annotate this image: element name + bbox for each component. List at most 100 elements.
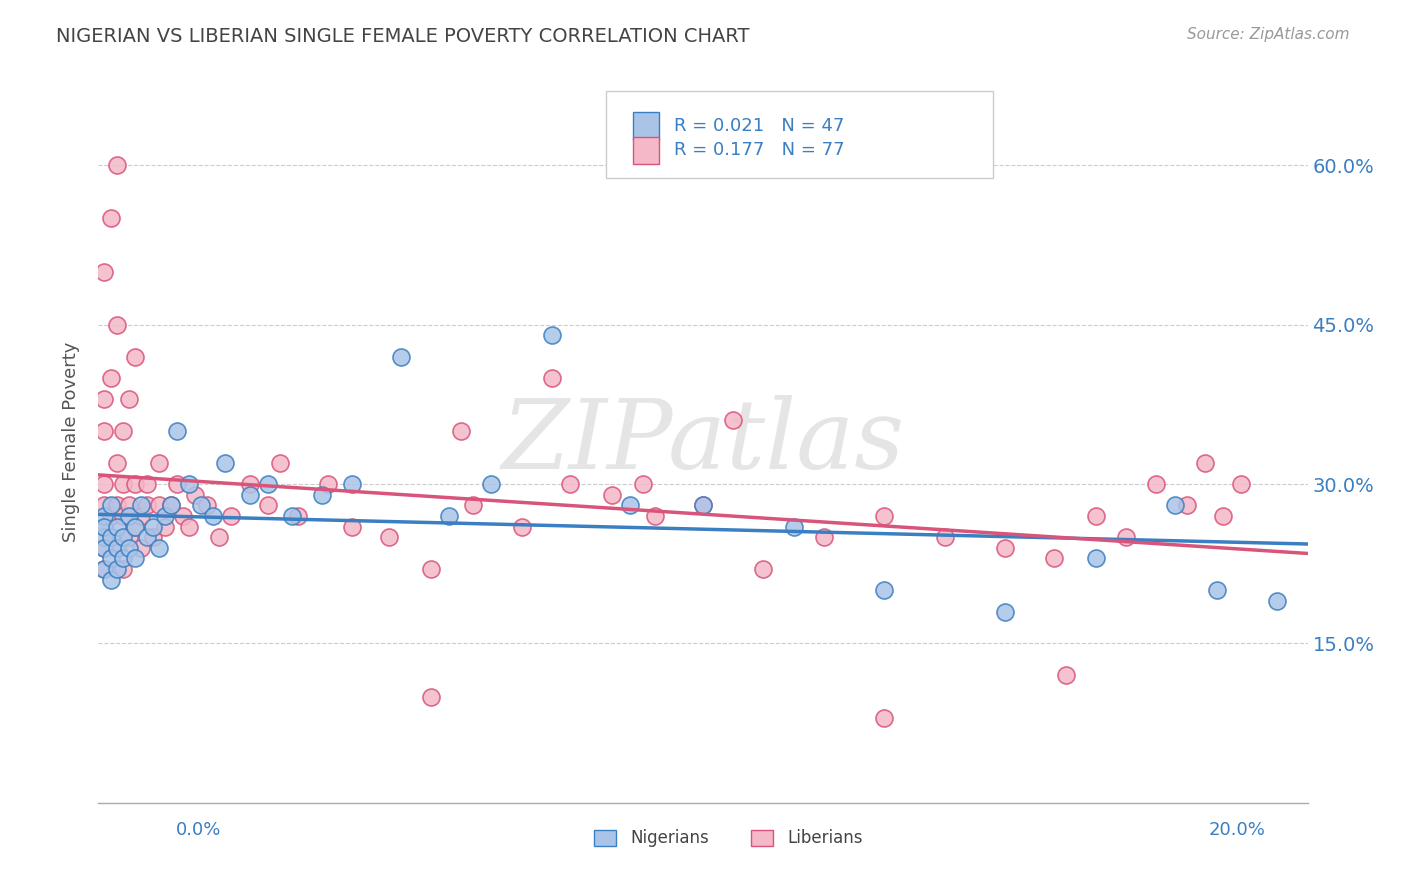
- Point: [752, 562, 775, 576]
- Point: [1230, 477, 1253, 491]
- Point: [93, 392, 115, 406]
- Point: [100, 211, 122, 226]
- Point: [692, 498, 714, 512]
- Point: [93, 424, 115, 438]
- Point: [111, 562, 134, 576]
- Point: [342, 477, 364, 491]
- Point: [1085, 508, 1108, 523]
- Point: [148, 541, 170, 555]
- Point: [148, 456, 170, 470]
- Point: [135, 477, 157, 491]
- Point: [1085, 551, 1108, 566]
- Point: [1267, 594, 1289, 608]
- Point: [93, 264, 115, 278]
- Y-axis label: Single Female Poverty: Single Female Poverty: [62, 342, 80, 541]
- Point: [160, 498, 183, 512]
- Point: [100, 498, 122, 512]
- Point: [287, 508, 309, 523]
- Point: [342, 519, 364, 533]
- Point: [93, 519, 115, 533]
- Point: [179, 477, 201, 491]
- Point: [631, 477, 654, 491]
- Point: [389, 350, 412, 364]
- Point: [195, 498, 218, 512]
- Point: [239, 488, 262, 502]
- Point: [105, 519, 128, 533]
- Point: [105, 562, 128, 576]
- Point: [256, 477, 278, 491]
- Text: Liberians: Liberians: [787, 830, 863, 847]
- Point: [1144, 477, 1167, 491]
- Point: [692, 498, 714, 512]
- Point: [111, 551, 134, 566]
- Point: [873, 508, 896, 523]
- Point: [124, 519, 146, 533]
- Point: [558, 477, 581, 491]
- Point: [723, 413, 745, 427]
- Point: [118, 392, 141, 406]
- Text: R = 0.177   N = 77: R = 0.177 N = 77: [673, 141, 845, 160]
- Point: [179, 519, 201, 533]
- Point: [256, 498, 278, 512]
- Point: [311, 488, 333, 502]
- Point: [93, 477, 115, 491]
- Point: [602, 488, 624, 502]
- Point: [105, 158, 128, 172]
- Bar: [633, 112, 659, 139]
- Point: [100, 371, 122, 385]
- Text: R = 0.021   N = 47: R = 0.021 N = 47: [673, 117, 845, 135]
- Point: [93, 541, 115, 555]
- Point: [111, 530, 134, 544]
- Point: [172, 508, 194, 523]
- Point: [124, 551, 146, 566]
- Point: [100, 551, 122, 566]
- Point: [934, 530, 956, 544]
- Point: [160, 498, 183, 512]
- Text: Source: ZipAtlas.com: Source: ZipAtlas.com: [1187, 27, 1350, 42]
- Point: [873, 583, 896, 598]
- Point: [1212, 508, 1234, 523]
- Point: [111, 508, 134, 523]
- Point: [1054, 668, 1077, 682]
- Point: [208, 530, 231, 544]
- Point: [873, 711, 896, 725]
- Point: [1175, 498, 1198, 512]
- Point: [111, 424, 134, 438]
- Point: [129, 541, 152, 555]
- Text: ZIPatlas: ZIPatlas: [502, 394, 904, 489]
- Point: [1194, 456, 1216, 470]
- Text: NIGERIAN VS LIBERIAN SINGLE FEMALE POVERTY CORRELATION CHART: NIGERIAN VS LIBERIAN SINGLE FEMALE POVER…: [56, 27, 749, 45]
- Text: Nigerians: Nigerians: [630, 830, 709, 847]
- Point: [148, 498, 170, 512]
- Point: [437, 508, 460, 523]
- Point: [813, 530, 835, 544]
- Point: [1042, 551, 1064, 566]
- Point: [118, 530, 141, 544]
- Point: [463, 498, 485, 512]
- Point: [93, 498, 115, 512]
- Point: [783, 519, 806, 533]
- Point: [153, 508, 176, 523]
- Point: [239, 477, 262, 491]
- Point: [111, 477, 134, 491]
- Point: [142, 530, 165, 544]
- Point: [105, 498, 128, 512]
- Point: [93, 562, 115, 576]
- Point: [281, 508, 304, 523]
- Point: [214, 456, 236, 470]
- Bar: [751, 830, 773, 847]
- Point: [316, 477, 339, 491]
- Point: [105, 318, 128, 332]
- Point: [377, 530, 399, 544]
- Point: [450, 424, 472, 438]
- Point: [129, 498, 152, 512]
- Point: [269, 456, 291, 470]
- Point: [105, 541, 128, 555]
- Point: [1206, 583, 1229, 598]
- Point: [420, 562, 443, 576]
- Point: [118, 541, 141, 555]
- Point: [644, 508, 666, 523]
- Point: [118, 498, 141, 512]
- Point: [93, 519, 115, 533]
- Point: [100, 508, 122, 523]
